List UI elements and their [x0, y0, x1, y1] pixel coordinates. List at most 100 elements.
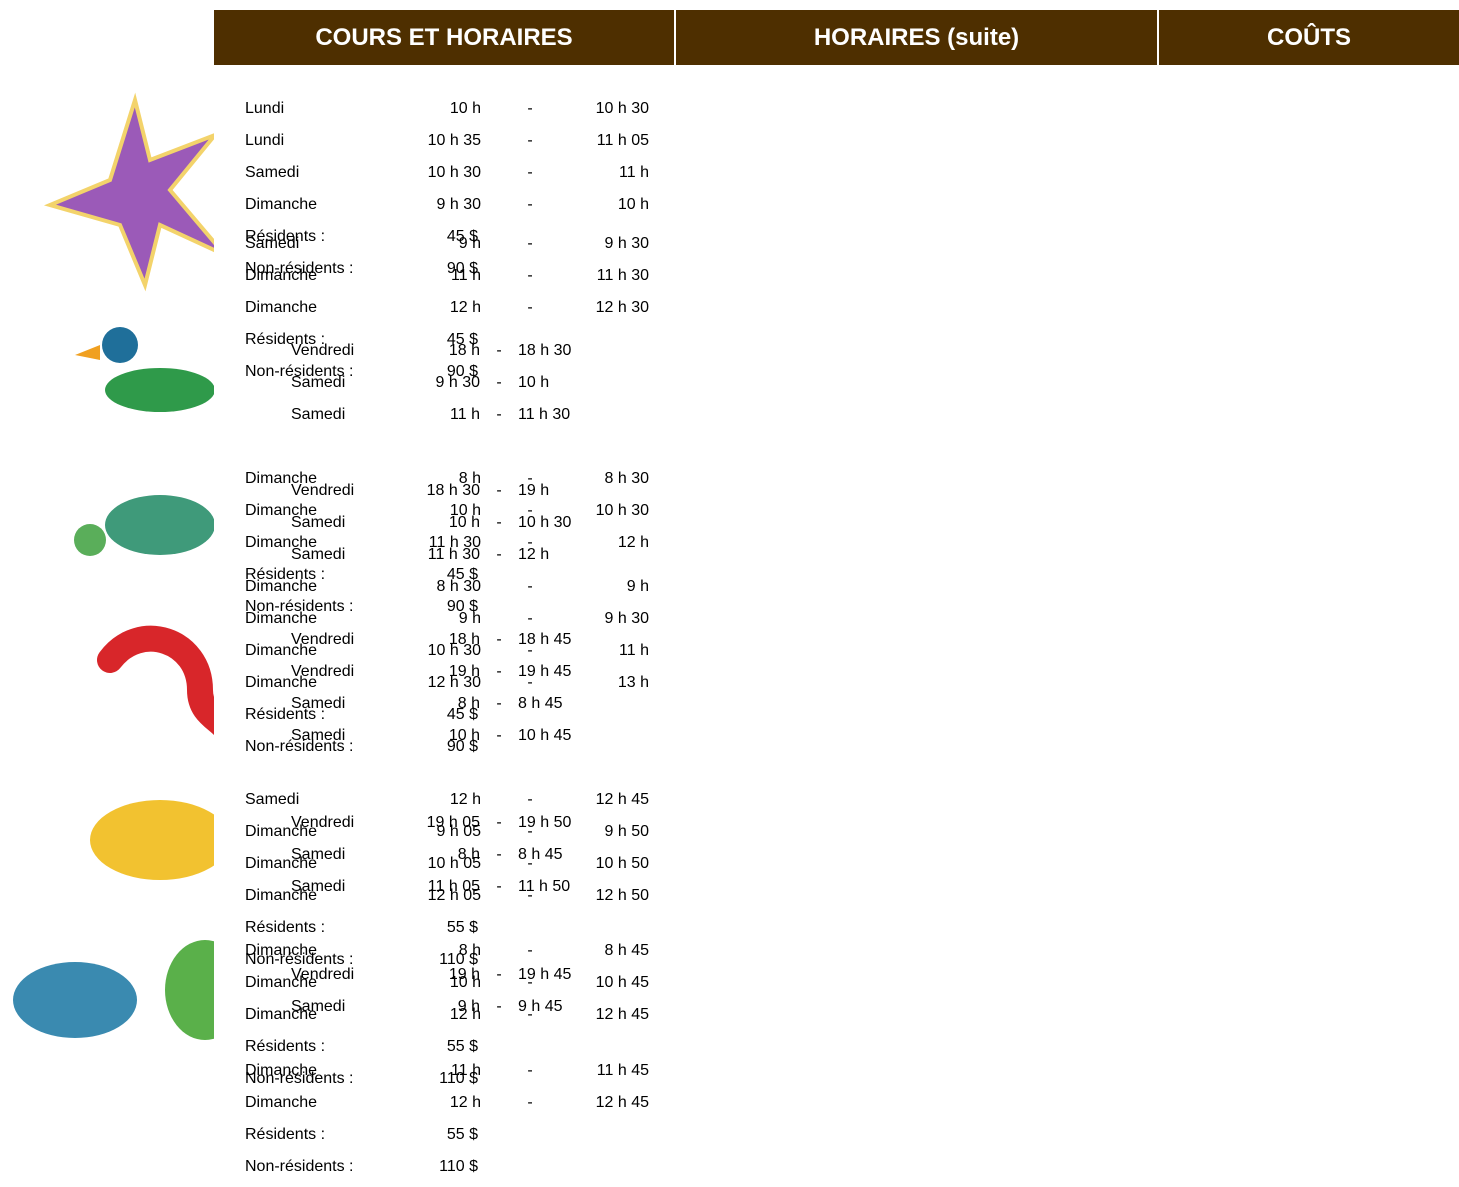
day: Lundi — [245, 132, 375, 150]
separator: - — [489, 546, 509, 564]
schedule-line: Samedi9 h-9 h 30 — [214, 232, 697, 264]
start-time: 11 h — [361, 1062, 481, 1080]
start-time: 9 h — [361, 235, 481, 253]
course-name: Étoile de mer I — [214, 65, 676, 97]
header-cell: HORAIRES (suite) — [676, 10, 1159, 65]
crocodile — [165, 940, 214, 1040]
end-time: 11 h — [529, 164, 649, 182]
start-time: 11 h — [380, 406, 480, 424]
separator: - — [489, 514, 509, 532]
separator: - — [489, 814, 509, 832]
start-time: 19 h — [380, 966, 480, 984]
turtle-head — [74, 524, 106, 556]
cost-cell: Résidents :55 $Non-résidents :110 $ — [214, 1123, 514, 1187]
salamander — [110, 639, 214, 740]
end-time: 9 h — [529, 578, 649, 596]
cost-price: 55 $ — [398, 1038, 478, 1056]
starfish — [50, 100, 214, 285]
end-time: 10 h — [529, 196, 649, 214]
day: Dimanche — [245, 196, 375, 214]
start-time: 12 h — [361, 299, 481, 317]
start-time: 10 h 30 — [361, 164, 481, 182]
end-time: 19 h 45 — [518, 663, 638, 681]
start-time: 11 h 30 — [380, 546, 480, 564]
schedule-table: COURS ET HORAIRES HORAIRES (suite) COÛTS… — [214, 10, 1459, 1057]
header-row: COURS ET HORAIRES HORAIRES (suite) COÛTS — [214, 10, 1459, 65]
schedule-line: Dimanche12 h-12 h 45 — [214, 1091, 697, 1123]
schedule-line: Vendredi18 h-18 h 45 — [214, 628, 676, 660]
schedule-line: Samedi10 h-10 h 30 — [214, 511, 676, 543]
turtle — [105, 495, 214, 555]
separator: - — [489, 878, 509, 896]
separator: - — [489, 998, 509, 1016]
schedule-block: Lundi10 h-10 h 30Lundi10 h 35-11 h 05Sam… — [214, 97, 697, 225]
end-time: 9 h 45 — [518, 998, 638, 1016]
start-time: 12 h — [361, 1094, 481, 1112]
fish — [90, 800, 214, 880]
start-time: 8 h — [380, 695, 480, 713]
schedule-line: Vendredi19 h 05-19 h 50 — [214, 811, 676, 843]
start-time: 18 h — [380, 342, 480, 360]
separator: - — [489, 695, 509, 713]
day: Dimanche — [245, 299, 375, 317]
end-time: 9 h 30 — [529, 235, 649, 253]
day: Dimanche — [245, 1062, 375, 1080]
cost-price: 110 $ — [398, 1158, 478, 1176]
start-time: 11 h 05 — [380, 878, 480, 896]
start-time: 9 h — [380, 998, 480, 1016]
cost-label: Résidents : — [245, 1126, 415, 1144]
start-time: 12 h — [361, 791, 481, 809]
cost-price: 55 $ — [398, 919, 478, 937]
cost-label: Résidents : — [245, 919, 415, 937]
start-time: 8 h 30 — [361, 578, 481, 596]
end-time: 18 h 45 — [518, 631, 638, 649]
separator: - — [489, 966, 509, 984]
separator: - — [489, 727, 509, 745]
end-time: 10 h 30 — [529, 100, 649, 118]
separator: - — [489, 663, 509, 681]
end-time: 11 h 45 — [529, 1062, 649, 1080]
start-time: 8 h — [361, 942, 481, 960]
end-time: 19 h — [518, 482, 638, 500]
end-time: 19 h 50 — [518, 814, 638, 832]
schedule-line: Samedi8 h-8 h 45 — [214, 692, 676, 724]
separator: - — [489, 631, 509, 649]
day: Samedi — [245, 235, 375, 253]
end-time: 10 h 45 — [518, 727, 638, 745]
start-time: 18 h 30 — [380, 482, 480, 500]
start-time: 9 h — [361, 610, 481, 628]
start-time: 10 h — [380, 727, 480, 745]
end-time: 11 h 05 — [529, 132, 649, 150]
cost-line: Résidents :55 $ — [214, 1123, 514, 1155]
illustrations — [0, 0, 214, 1057]
schedule-line: Vendredi19 h-19 h 45 — [214, 660, 676, 692]
schedule-line: Samedi10 h 30-11 h — [214, 161, 697, 193]
schedule-line: Samedi8 h-8 h 45 — [214, 843, 676, 875]
schedule-line: Dimanche8 h 30-9 h — [214, 575, 697, 607]
header-cell: COURS ET HORAIRES — [214, 10, 676, 65]
end-time: 11 h 30 — [518, 406, 638, 424]
end-time: 19 h 45 — [518, 966, 638, 984]
end-time: 10 h — [518, 374, 638, 392]
day: Lundi — [245, 100, 375, 118]
schedule-line: Vendredi18 h 30-19 h — [214, 479, 676, 511]
end-time: 18 h 30 — [518, 342, 638, 360]
start-time: 8 h — [380, 846, 480, 864]
end-time: 12 h — [518, 546, 638, 564]
end-time: 11 h 50 — [518, 878, 638, 896]
start-time: 9 h 30 — [361, 196, 481, 214]
schedule-line: Samedi11 h 05-11 h 50 — [214, 875, 676, 907]
end-time: 12 h 45 — [529, 1094, 649, 1112]
schedule-line: Lundi10 h-10 h 30 — [214, 97, 697, 129]
cost-line: Non-résidents :110 $ — [214, 1155, 514, 1187]
page: COURS ET HORAIRES HORAIRES (suite) COÛTS… — [0, 0, 1459, 1057]
day: Samedi — [245, 164, 375, 182]
start-time: 19 h 05 — [380, 814, 480, 832]
